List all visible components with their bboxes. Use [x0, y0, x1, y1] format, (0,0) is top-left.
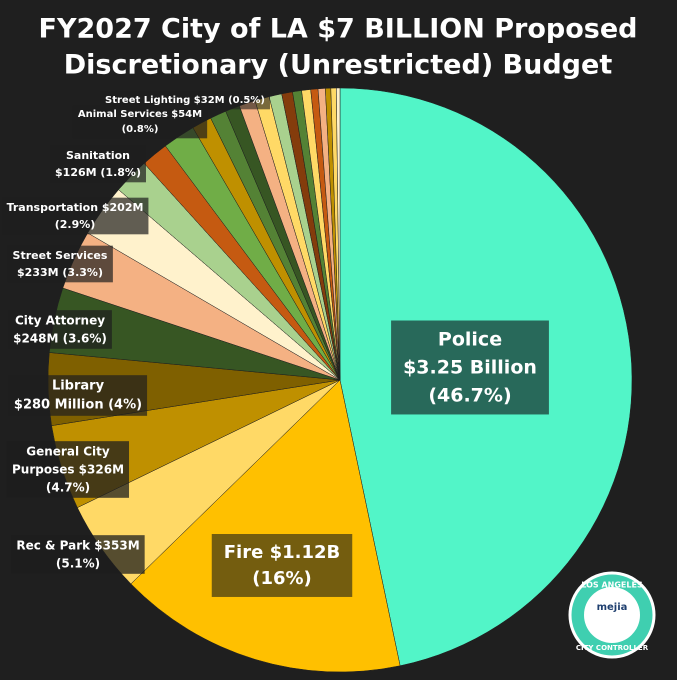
pie-slice	[336, 87, 341, 381]
label-text: (2.9%)	[55, 218, 96, 231]
slice-label: Sanitation $126M (1.8%)	[50, 145, 146, 183]
label-text: Purposes $326M	[12, 463, 124, 477]
slice-label: Police $3.25 Billion (46.7%)	[391, 320, 549, 415]
slice-label: Rec & Park $353M (5.1%)	[11, 535, 145, 574]
pie-slice	[130, 379, 401, 673]
label-text: (4.7%)	[46, 481, 90, 495]
label-text: Fire $1.12B	[224, 542, 340, 563]
label-text: $248M (3.6%)	[13, 332, 107, 346]
label-box	[6, 441, 130, 498]
label-text: Sanitation	[66, 149, 130, 162]
label-text: Street Lighting $32M (0.5%)	[105, 95, 265, 106]
label-text: $3.25 Billion	[403, 357, 537, 379]
label-text: Rec & Park $353M	[16, 539, 139, 553]
label-text: Library	[52, 379, 105, 394]
label-text: (46.7%)	[428, 385, 511, 407]
chart-title: FY2027 City of LA $7 BILLION Proposed	[39, 14, 638, 45]
label-text: City Attorney	[15, 314, 105, 328]
slice-label: Library $280 Million (4%)	[8, 375, 148, 416]
label-box	[211, 534, 353, 597]
label-text: (16%)	[252, 568, 312, 589]
slice-label: Animal Services $54M (0.8%)	[72, 105, 208, 139]
slice-label: Street Services $233M (3.3%)	[7, 245, 113, 283]
label-text: Police	[438, 329, 502, 351]
logo-text: CITY CONTROLLER	[576, 644, 649, 652]
logo-text: mejia	[597, 602, 628, 613]
label-box	[72, 105, 208, 139]
label-text: Animal Services $54M	[78, 109, 202, 120]
label-text: $233M (3.3%)	[17, 266, 103, 279]
slice-label: Fire $1.12B (16%)	[211, 534, 353, 597]
label-box	[100, 91, 270, 110]
label-box	[7, 245, 113, 283]
label-text: Street Services	[13, 249, 108, 262]
slice-label: Transportation $202M (2.9%)	[2, 197, 149, 235]
label-box	[8, 375, 148, 416]
label-box	[50, 145, 146, 183]
label-text: $126M (1.8%)	[55, 166, 141, 179]
label-text: (5.1%)	[56, 557, 100, 571]
label-box	[11, 535, 145, 574]
slice-label: Street Lighting $32M (0.5%)	[100, 91, 270, 110]
logo: LOS ANGELES mejia CITY CONTROLLER	[568, 571, 656, 659]
label-text: General City	[26, 445, 110, 459]
label-text: Transportation $202M	[7, 201, 144, 214]
label-text: (0.8%)	[122, 124, 159, 135]
logo-inner	[584, 587, 640, 643]
logo-text: LOS ANGELES	[581, 581, 643, 590]
labels: Police $3.25 Billion (46.7%) Fire $1.12B (16…	[2, 91, 549, 597]
chart-title: Discretionary (Unrestricted) Budget	[64, 50, 613, 81]
label-box	[391, 320, 549, 415]
label-box	[8, 310, 112, 349]
label-text: $280 Million (4%)	[14, 398, 142, 413]
pie	[47, 87, 633, 673]
slice-label: General City Purposes $326M (4.7%)	[6, 441, 130, 498]
slice-label: City Attorney $248M (3.6%)	[8, 310, 112, 349]
label-box	[2, 197, 149, 235]
